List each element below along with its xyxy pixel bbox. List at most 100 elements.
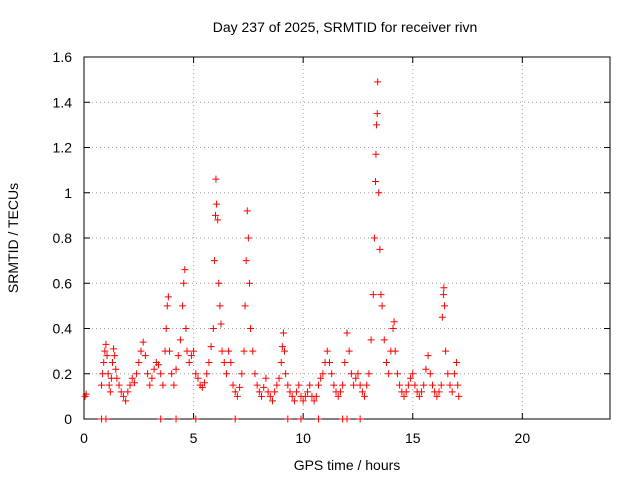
data-point (207, 343, 215, 351)
data-point (354, 370, 362, 378)
data-point (253, 381, 261, 389)
data-point (146, 381, 154, 389)
data-point (157, 415, 165, 423)
data-point (439, 291, 447, 299)
data-point (330, 381, 338, 389)
data-point (277, 358, 285, 366)
data-point (236, 383, 244, 391)
data-point (376, 245, 384, 253)
data-point (288, 392, 296, 400)
y-tick-label: 0.4 (53, 321, 73, 337)
data-point (133, 370, 141, 378)
data-point (187, 352, 195, 360)
data-point (216, 302, 224, 310)
data-point (301, 392, 309, 400)
data-point (82, 390, 90, 398)
data-point (165, 347, 173, 355)
x-tick-label: 15 (405, 430, 421, 446)
data-point (126, 381, 134, 389)
data-point (220, 358, 228, 366)
data-point (101, 347, 109, 355)
data-point (225, 347, 233, 355)
data-point (347, 370, 355, 378)
data-point (139, 338, 147, 346)
data-point (215, 279, 223, 287)
data-point (255, 388, 263, 396)
data-point (455, 392, 463, 400)
data-point (172, 365, 180, 373)
data-point (170, 381, 178, 389)
data-point (385, 370, 393, 378)
data-point (112, 365, 120, 373)
data-point (450, 370, 458, 378)
data-point (435, 388, 443, 396)
data-point (122, 397, 130, 405)
data-point (282, 370, 290, 378)
data-point (135, 358, 143, 366)
data-point (201, 379, 209, 387)
data-point (371, 177, 379, 185)
data-point (102, 415, 110, 423)
chart-title: Day 237 of 2025, SRMTID for receiver riv… (213, 19, 478, 35)
data-point (203, 370, 211, 378)
data-point (214, 216, 222, 224)
data-point (227, 358, 235, 366)
x-tick-label: 5 (190, 430, 198, 446)
data-point (284, 415, 292, 423)
data-point (396, 381, 404, 389)
data-point (130, 379, 138, 387)
data-point (192, 415, 200, 423)
data-point (363, 381, 371, 389)
data-point (244, 234, 252, 242)
data-point (422, 365, 430, 373)
data-point (358, 388, 366, 396)
data-point (380, 336, 388, 344)
y-axis-label: SRMTID / TECUs (5, 183, 21, 293)
data-point (391, 347, 399, 355)
y-tick-label: 0.8 (53, 230, 73, 246)
data-point (345, 347, 353, 355)
x-axis-ticks: 0 5 10 15 20 (80, 57, 530, 446)
data-point (446, 381, 454, 389)
data-point (141, 352, 149, 360)
data-point (415, 392, 423, 400)
data-point (336, 388, 344, 396)
data-point (438, 313, 446, 321)
data-point (183, 347, 191, 355)
data-point (306, 381, 314, 389)
data-point (231, 415, 239, 423)
data-point (198, 383, 206, 391)
data-point (367, 336, 375, 344)
data-point (194, 374, 202, 382)
data-point (168, 370, 176, 378)
data-point (106, 388, 114, 396)
data-point (323, 347, 331, 355)
data-point (390, 318, 398, 326)
data-point (369, 291, 377, 299)
data-point (115, 381, 123, 389)
data-point (440, 284, 448, 292)
data-point (266, 392, 274, 400)
data-point (238, 370, 246, 378)
data-point (424, 352, 432, 360)
data-point (100, 358, 108, 366)
data-point (411, 381, 419, 389)
x-tick-label: 10 (295, 430, 311, 446)
data-point (157, 370, 165, 378)
data-point (315, 381, 323, 389)
data-point (117, 388, 125, 396)
data-point (260, 383, 268, 391)
data-point (373, 110, 381, 118)
data-point (181, 266, 189, 274)
data-point (378, 302, 386, 310)
data-point (325, 358, 333, 366)
data-point (310, 397, 318, 405)
data-point (98, 381, 106, 389)
data-point (341, 358, 349, 366)
data-point (356, 415, 364, 423)
y-tick-label: 1.6 (53, 49, 73, 65)
data-point (105, 381, 113, 389)
data-point (418, 388, 426, 396)
data-point (275, 374, 283, 382)
data-point (113, 374, 121, 382)
